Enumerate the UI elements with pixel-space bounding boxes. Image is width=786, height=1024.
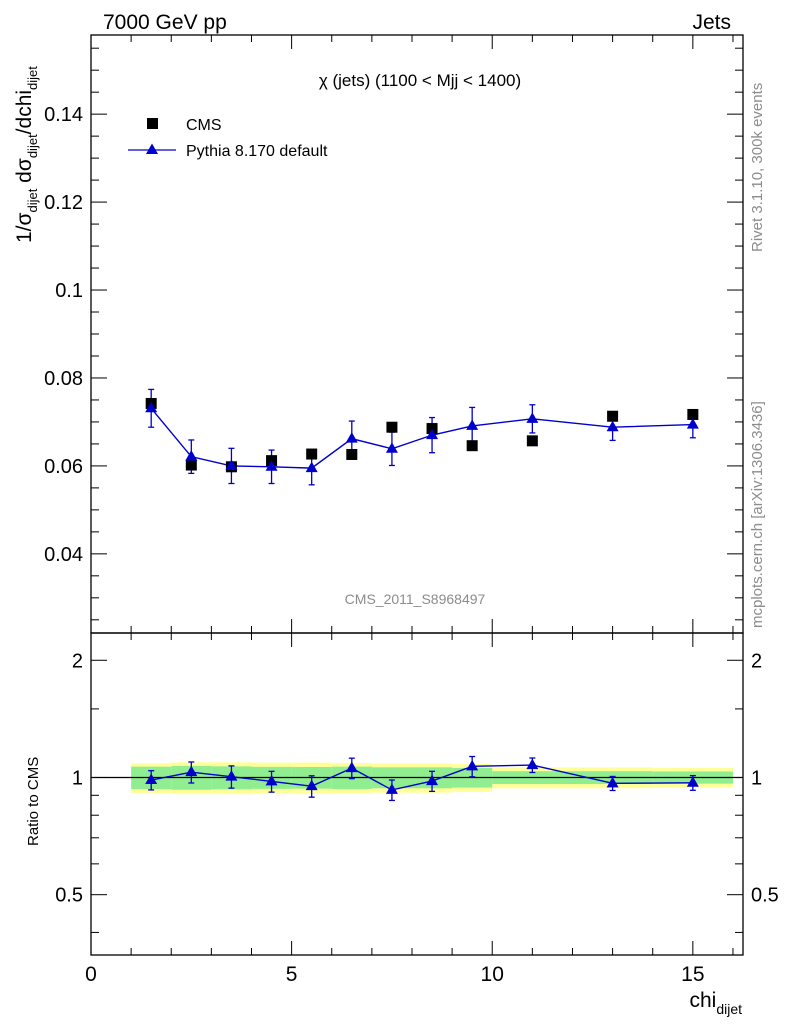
main-ylabel: 1/σdijet dσdijet/dchidijet [13, 66, 40, 243]
cms-point [346, 448, 358, 460]
xlabel-sub: dijet [716, 1001, 742, 1017]
ratio-point [305, 779, 318, 791]
legend: CMS Pythia 8.170 default [128, 117, 328, 160]
pythia-point [526, 412, 539, 423]
ylabel-part: 1/σ [13, 212, 36, 243]
ylabel-sub: dijet [25, 66, 40, 90]
ylabel-part: /dchi [13, 90, 36, 134]
pythia-point [385, 442, 398, 453]
pythia-point [305, 461, 318, 473]
pythia-point [686, 418, 699, 429]
ratio-point [526, 758, 539, 770]
rivet-info: Rivet 3.1.10, 300k events [749, 83, 766, 252]
ratio-point [145, 773, 158, 785]
pythia-point [225, 459, 238, 470]
pythia-point [185, 450, 198, 461]
main-ytick-label: 0.06 [44, 456, 83, 478]
cms-point [426, 423, 438, 435]
ylabel-sub: dijet [25, 188, 40, 212]
ratio-point [686, 776, 699, 787]
ratio-ytick-label-right: 2 [751, 650, 762, 672]
pythia-point [606, 420, 619, 432]
header-right-title: Jets [692, 11, 731, 34]
legend-pythia-marker [146, 143, 158, 154]
ratio-point [265, 774, 278, 786]
legend-pythia-label: Pythia 8.170 default [186, 143, 328, 160]
cms-point [185, 459, 197, 471]
xlabel-main: chi [689, 989, 716, 1012]
ratio-ytick-label: 0.5 [55, 885, 83, 907]
pythia-point [426, 428, 439, 440]
x-tick-label: 0 [85, 963, 97, 986]
ratio-point [185, 765, 198, 777]
ylabel-part: dσ [13, 158, 36, 189]
pythia-point [466, 419, 479, 430]
analysis-watermark: CMS_2011_S8968497 [345, 591, 486, 607]
ratio-point [466, 759, 479, 771]
ratio-point [385, 783, 398, 794]
cms-point [526, 435, 538, 447]
cms-point [466, 440, 478, 452]
cms-point [607, 410, 619, 422]
pythia-point [345, 432, 358, 443]
main-ytick-label: 0.08 [44, 368, 83, 390]
plot-title: χ (jets) (1100 < Mjj < 1400) [319, 71, 521, 90]
legend-cms-marker [147, 118, 158, 129]
ratio-point [426, 774, 439, 786]
pythia-line [150, 407, 693, 469]
cms-point [687, 408, 699, 420]
header-left-title: 7000 GeV pp [103, 11, 227, 34]
ratio-ytick-label-right: 1 [751, 767, 762, 789]
main-ytick-label: 0.12 [44, 192, 83, 214]
legend-cms-label: CMS [186, 117, 222, 134]
x-axis-label: chidijet [689, 989, 742, 1017]
ratio-ytick-label: 2 [72, 650, 83, 672]
ylabel-sub: dijet [25, 134, 40, 158]
x-tick-label: 5 [286, 963, 298, 986]
ratio-ylabel: Ratio to CMS [25, 757, 42, 846]
ratio-line [151, 764, 693, 791]
x-tick-label: 15 [681, 963, 704, 986]
x-tick-label: 10 [481, 963, 504, 986]
pythia-point [265, 460, 278, 471]
pythia-point [145, 401, 158, 413]
ratio-point [225, 770, 238, 781]
main-ytick-label: 0.04 [44, 544, 83, 566]
cms-point [386, 421, 398, 433]
ratio-point [606, 776, 619, 788]
main-panel: 0.04 0.06 0.08 0.1 0.12 0.14 χ (jets) (1100 <… [13, 34, 744, 634]
mcplots-info: mcplots.cern.ch [arXiv:1306.3436] [749, 401, 766, 628]
ratio-ytick-label-right: 0.5 [751, 885, 779, 907]
ratio-frame [90, 632, 744, 956]
main-ytick-label: 0.14 [44, 104, 83, 126]
ratio-point [345, 761, 358, 773]
cms-point [306, 448, 318, 460]
main-ytick-label: 0.1 [55, 280, 83, 302]
ratio-panel: 0 5 10 15 0.5 0.5 1 1 2 2 Ratio to CMS chidijet [25, 632, 779, 1017]
ratio-ytick-label: 1 [72, 767, 83, 789]
